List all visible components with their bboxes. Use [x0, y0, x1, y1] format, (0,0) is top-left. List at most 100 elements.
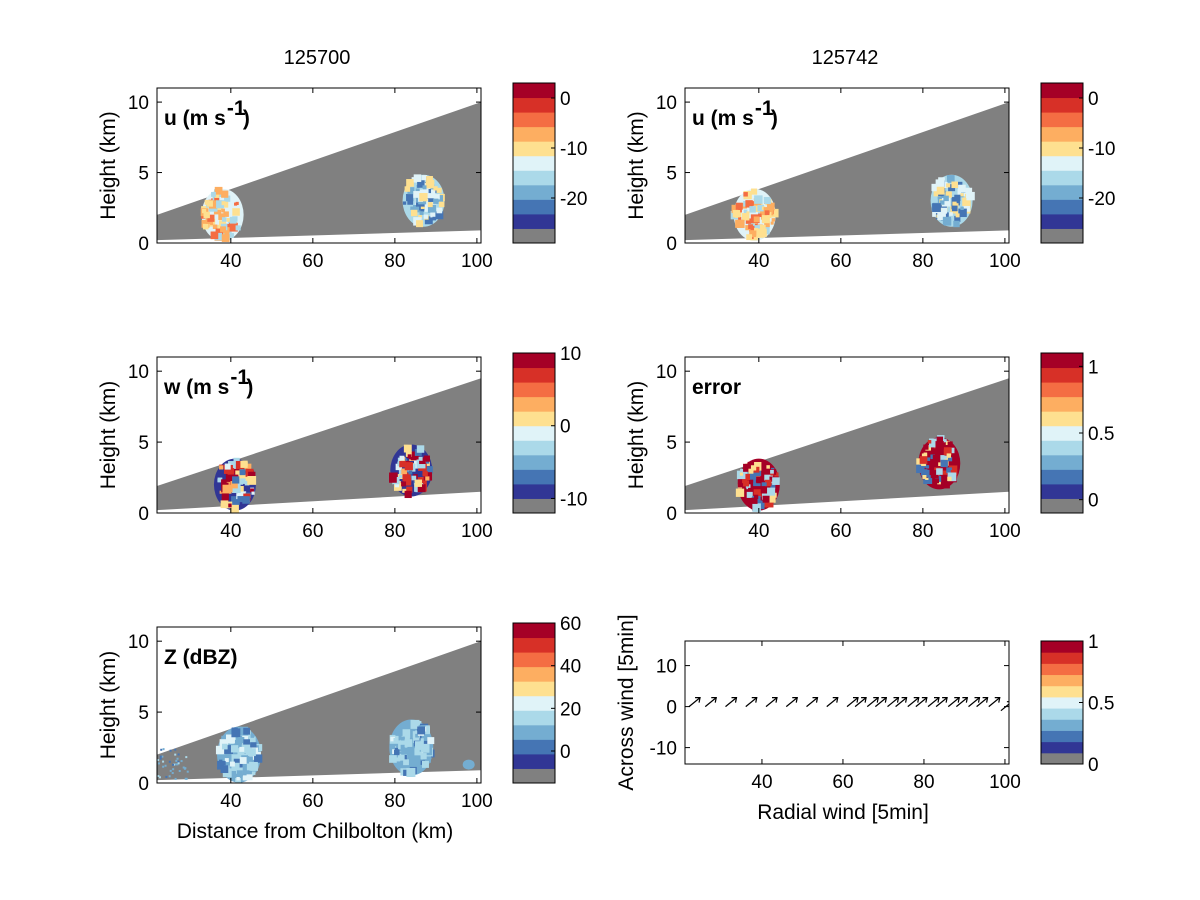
panel-label: w (m s — [163, 376, 229, 399]
clutter-pixel — [174, 777, 177, 780]
x-tick-label: 40 — [751, 772, 772, 793]
clutter-pixel — [168, 760, 171, 763]
storm-cell-pixel — [237, 752, 245, 760]
storm-cell-pixel — [229, 233, 234, 238]
clutter-pixel — [164, 764, 167, 767]
storm-cell-pixel — [760, 505, 765, 510]
storm-cell-pixel — [943, 482, 950, 489]
storm-cell-pixel — [755, 470, 762, 477]
colorbar-band — [1041, 353, 1083, 369]
axes-frame — [684, 87, 1010, 244]
storm-cell-pixel — [935, 461, 939, 465]
storm-cell-pixel — [406, 767, 416, 777]
storm-cell-pixel — [417, 484, 426, 493]
storm-cell-pixel — [941, 198, 951, 207]
storm-cell-pixel — [422, 188, 429, 196]
storm-cell-pixel — [427, 202, 433, 208]
storm-cell-pixel — [220, 765, 229, 774]
storm-cell-pixel — [216, 200, 225, 209]
colorbar-band — [1041, 199, 1083, 215]
storm-cell-pixel — [231, 754, 240, 763]
storm-cell-pixel — [757, 204, 765, 212]
storm-cell-pixel — [228, 461, 236, 469]
storm-cell-pixel — [774, 472, 779, 477]
storm-cell-pixel — [413, 191, 421, 198]
storm-cell-pixel — [231, 762, 240, 771]
axes-frame — [156, 626, 482, 784]
y-tick-label: 10 — [128, 362, 149, 383]
wind-arrow-head — [982, 696, 989, 703]
colorbar-tick-label: 1 — [1088, 357, 1099, 378]
storm-cell-pixel — [404, 490, 412, 499]
storm-cell-pixel — [743, 473, 750, 481]
colorbar-band — [1041, 652, 1083, 664]
y-tick-label: 0 — [138, 504, 149, 525]
storm-cell-pixel — [743, 209, 748, 214]
storm-cell-pixel — [402, 472, 411, 482]
y-tick-label: 5 — [666, 433, 677, 454]
storm-cell-pixel — [919, 456, 928, 464]
storm-cell-pixel — [211, 191, 216, 197]
storm-cell-pixel — [746, 211, 750, 215]
storm-cell-pixel — [248, 736, 256, 744]
storm-cell-pixel — [417, 180, 425, 188]
storm-cell-pixel — [745, 225, 751, 231]
storm-cell-pixel — [761, 215, 770, 224]
panel-label-close-paren: ) — [243, 107, 250, 130]
storm-cell-pixel — [749, 206, 756, 213]
storm-cell-pixel — [948, 465, 958, 475]
y-tick-label: 5 — [138, 164, 149, 185]
panel-label-superscript: -1 — [230, 366, 249, 389]
storm-cell-pixel — [237, 496, 244, 503]
clutter-pixel — [174, 753, 177, 756]
storm-cell-pixel — [232, 208, 240, 216]
x-tick-label: 80 — [913, 772, 934, 793]
storm-cell-pixel — [210, 222, 214, 226]
colorbar-band — [1041, 170, 1083, 186]
storm-cell-pixel — [746, 491, 753, 498]
storm-cell-pixel — [935, 179, 945, 188]
storm-cell-pixel — [764, 498, 774, 508]
storm-cell-pixel — [229, 222, 238, 232]
wind-arrow — [976, 697, 988, 708]
storm-cell-pixel — [402, 201, 407, 205]
x-tick-label: 60 — [832, 772, 853, 793]
storm-cell-pixel — [230, 481, 238, 489]
colorbar-band — [513, 170, 555, 186]
storm-cell-pixel — [414, 479, 423, 487]
storm-cell-pixel — [210, 231, 219, 240]
wind-arrow — [866, 697, 879, 708]
colorbar-band — [1041, 483, 1083, 499]
storm-cell-pixel — [406, 486, 413, 493]
storm-cell-pixel — [405, 450, 412, 457]
storm-cell-pixel — [433, 186, 438, 191]
storm-cell-pixel — [942, 216, 952, 226]
x-tick-label: 40 — [220, 251, 241, 272]
storm-cell-pixel — [400, 744, 405, 749]
wind-arrow-head — [934, 696, 940, 703]
storm-cell-pixel — [766, 202, 775, 211]
storm-cell-pixel — [401, 481, 407, 487]
storm-cell-pixel — [921, 469, 930, 478]
storm-cell-pixel — [408, 452, 416, 460]
colorbar: 60 40 20 0 — [512, 614, 581, 784]
colorbar-band — [1041, 440, 1083, 456]
colorbar-band — [513, 126, 555, 142]
storm-cell-pixel — [410, 209, 418, 217]
y-axis-label: Across wind [5min] — [615, 614, 638, 790]
storm-cell-pixel — [215, 228, 223, 236]
storm-cell-pixel — [938, 461, 943, 467]
colorbar-tick-label: 20 — [560, 699, 581, 720]
storm-cell-pixel — [221, 493, 229, 501]
storm-cell-pixel — [254, 754, 263, 763]
storm-cell-pixel — [923, 444, 929, 450]
y-tick-label: -10 — [650, 739, 677, 760]
storm-cell-pixel — [389, 475, 397, 483]
storm-cell-pixel — [232, 476, 240, 484]
storm-cell-pixel — [748, 487, 752, 492]
storm-cell-pixel — [422, 471, 428, 477]
colorbar-band — [1041, 382, 1083, 398]
storm-cell-pixel — [925, 476, 929, 480]
colorbar-band — [1041, 469, 1083, 485]
